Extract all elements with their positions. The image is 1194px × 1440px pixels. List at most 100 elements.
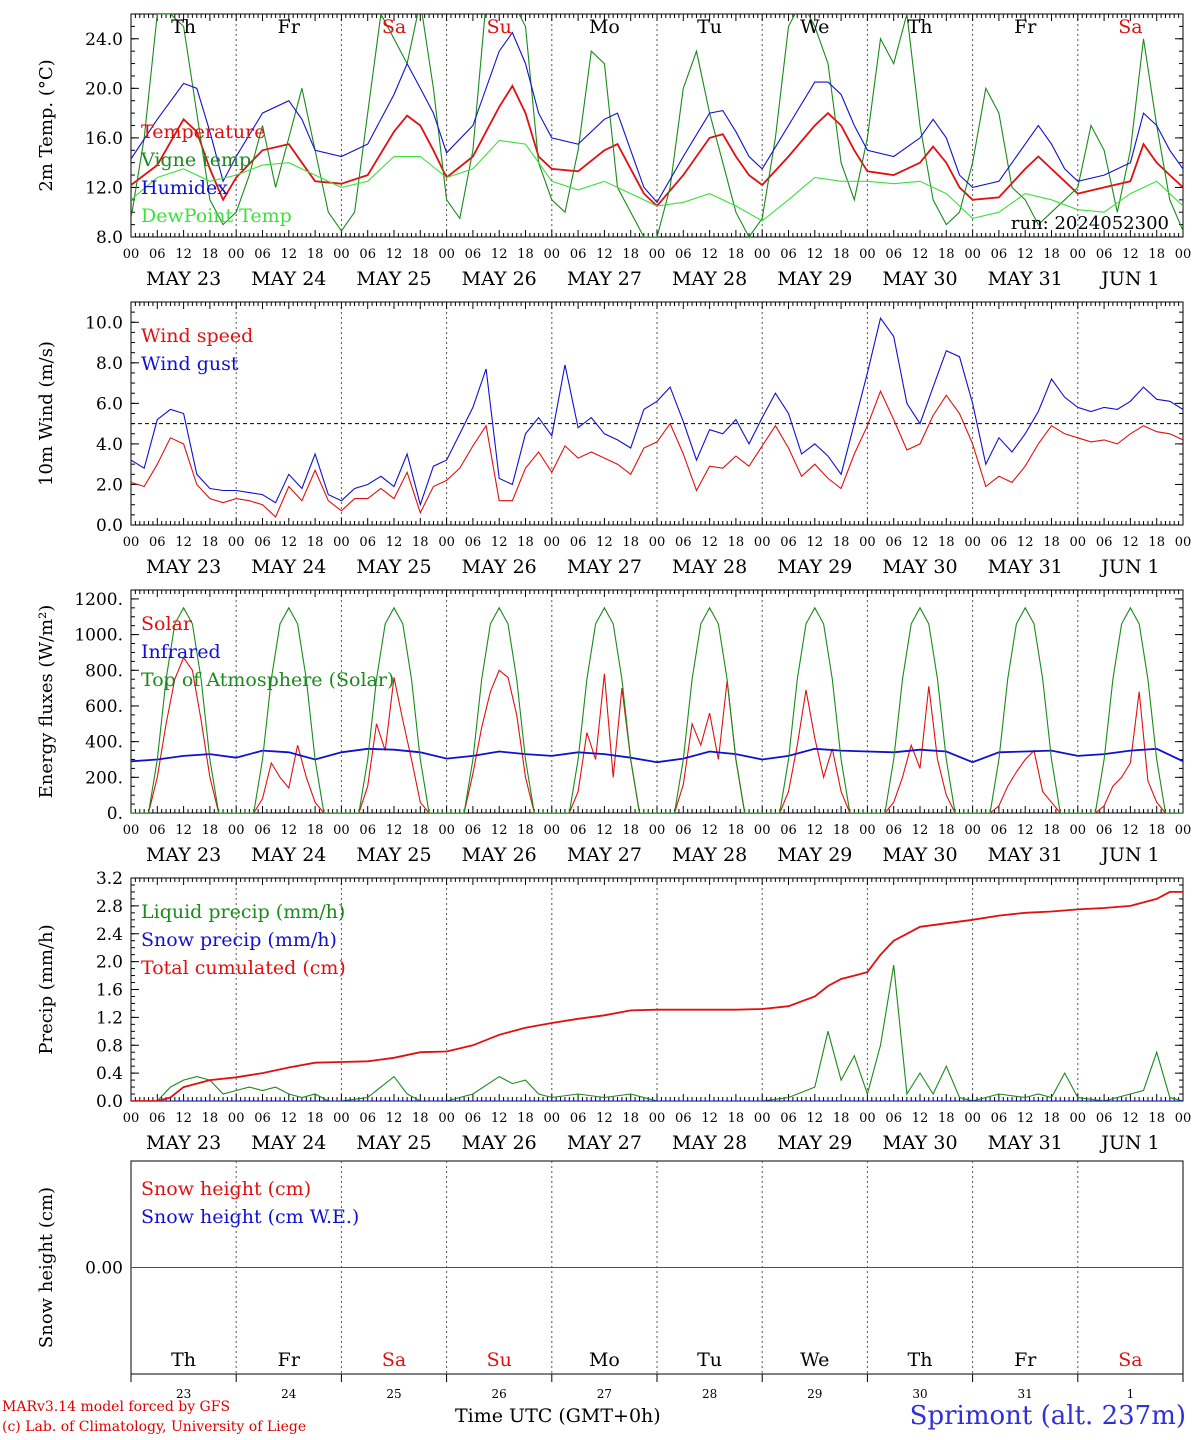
hour-label: 12 (1122, 535, 1139, 550)
weekday-label: Fr (278, 1349, 301, 1371)
hour-label: 18 (202, 247, 219, 262)
hour-label: 00 (228, 535, 245, 550)
hour-label: 00 (1175, 823, 1192, 838)
day-number-label: 26 (492, 1387, 507, 1401)
hour-label: 06 (675, 1111, 692, 1126)
hour-label: 00 (1175, 535, 1192, 550)
hour-label: 18 (412, 247, 429, 262)
hour-label: 00 (544, 823, 561, 838)
y-tick-label: 0.8 (96, 1036, 123, 1056)
hour-label: 12 (491, 823, 508, 838)
hour-label: 12 (912, 535, 929, 550)
date-label: MAY 25 (356, 268, 431, 290)
hour-label: 00 (228, 247, 245, 262)
weekday-label: Su (487, 1349, 512, 1371)
hour-label: 18 (938, 1111, 955, 1126)
y-tick-label: 0.0 (96, 516, 123, 536)
date-label: MAY 31 (988, 556, 1063, 578)
hour-label: 18 (622, 247, 639, 262)
hour-label: 06 (359, 535, 376, 550)
hour-label: 00 (544, 247, 561, 262)
hour-label: 12 (912, 1111, 929, 1126)
date-label: MAY 24 (251, 556, 326, 578)
date-label: MAY 30 (882, 556, 957, 578)
hour-label: 00 (754, 247, 771, 262)
day-number-label: 31 (1018, 1387, 1033, 1401)
hour-label: 00 (123, 247, 140, 262)
hour-label: 12 (912, 247, 929, 262)
y-tick-label: 0.0 (96, 1092, 123, 1112)
hour-label: 12 (281, 823, 298, 838)
y-tick-label: 8.0 (96, 354, 123, 374)
date-label: MAY 28 (672, 844, 747, 866)
y-tick-label: 2.4 (96, 925, 123, 945)
hour-label: 00 (1070, 247, 1087, 262)
date-label: MAY 23 (146, 556, 221, 578)
hour-label: 00 (1175, 1111, 1192, 1126)
hour-label: 18 (833, 247, 850, 262)
series-group (131, 891, 1183, 1101)
hour-label: 12 (175, 1111, 192, 1126)
date-label: JUN 1 (1099, 844, 1159, 866)
weekday-label: Th (908, 16, 933, 38)
hour-label: 06 (991, 823, 1008, 838)
date-label: MAY 25 (356, 1132, 431, 1154)
legend-entry: Wind speed (141, 325, 253, 347)
hour-label: 18 (307, 1111, 324, 1126)
hour-label: 18 (307, 823, 324, 838)
hour-label: 18 (307, 535, 324, 550)
y-tick-label: 1.6 (96, 981, 123, 1001)
y-tick-label: 800. (85, 661, 123, 681)
hour-label: 12 (596, 247, 613, 262)
y-tick-label: 20.0 (85, 79, 123, 99)
hour-label: 00 (544, 1111, 561, 1126)
day-number-label: 28 (702, 1387, 717, 1401)
weekday-label: Th (171, 16, 196, 38)
hour-label: 18 (1043, 1111, 1060, 1126)
y-tick-label: 2.0 (96, 953, 123, 973)
date-label: MAY 25 (356, 556, 431, 578)
hour-label: 18 (517, 1111, 534, 1126)
hour-label: 06 (465, 1111, 482, 1126)
hour-label: 12 (596, 535, 613, 550)
hour-label: 00 (333, 823, 350, 838)
legend-entry: DewPoint Temp (141, 205, 292, 227)
hour-label: 18 (1148, 535, 1165, 550)
date-label: JUN 1 (1099, 556, 1159, 578)
y-tick-label: 3.2 (96, 869, 123, 889)
hour-label: 00 (754, 1111, 771, 1126)
hour-label: 12 (1122, 247, 1139, 262)
weekday-label: Th (171, 1349, 196, 1371)
hour-label: 00 (333, 247, 350, 262)
series-line (131, 747, 1183, 764)
hour-label: 00 (649, 247, 666, 262)
hour-label: 18 (202, 823, 219, 838)
hour-label: 00 (228, 823, 245, 838)
y-tick-label: 0.4 (96, 1064, 123, 1084)
day-number-label: 30 (912, 1387, 927, 1401)
hour-label: 00 (1175, 247, 1192, 262)
hour-label: 18 (622, 823, 639, 838)
panel-snow: 0.00 Snow height (cm) Snow height (cm) Snow… (36, 1160, 1184, 1401)
hour-label: 12 (281, 535, 298, 550)
weekday-label: Sa (382, 1349, 406, 1371)
hour-label: 12 (491, 247, 508, 262)
legend-entry: Snow height (cm W.E.) (141, 1206, 359, 1228)
date-label: JUN 1 (1099, 1132, 1159, 1154)
legend-entry: Humidex (141, 177, 228, 199)
hour-label: 00 (438, 1111, 455, 1126)
date-label: MAY 29 (777, 1132, 852, 1154)
day-number-label: 29 (807, 1387, 822, 1401)
series-group (131, 14, 1183, 237)
hour-label: 06 (149, 535, 166, 550)
series-line (131, 891, 1183, 1101)
date-label: MAY 28 (672, 556, 747, 578)
y-tick-label: 2.0 (96, 475, 123, 495)
weekday-label: Su (487, 16, 512, 38)
hour-label: 00 (544, 535, 561, 550)
hour-label: 06 (885, 823, 902, 838)
date-label: MAY 31 (988, 1132, 1063, 1154)
hour-label: 00 (438, 823, 455, 838)
series-line (131, 965, 1183, 1101)
hour-label: 18 (833, 823, 850, 838)
